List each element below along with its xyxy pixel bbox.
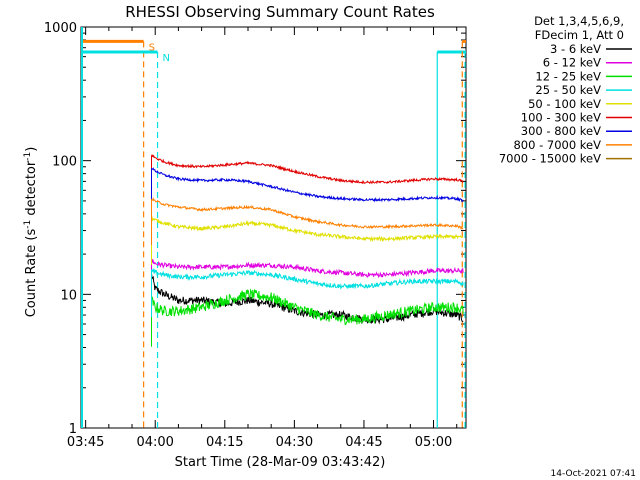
legend-entry-label: 7000 - 15000 keV	[499, 152, 601, 166]
series-line	[151, 167, 464, 215]
plot-border	[80, 26, 467, 429]
legend: Det 1,3,4,5,6,9, FDecim 1, Att 0 3 - 6 k…	[499, 14, 632, 166]
y-tick-label: 10	[60, 288, 77, 303]
y-axis-label-main: Count Rate (s	[24, 229, 39, 318]
y-axis-label-end: )	[24, 147, 39, 152]
x-tick-label: 05:00	[415, 435, 452, 450]
legend-entry-label: 300 - 800 keV	[521, 124, 601, 138]
y-tick-label: 1000	[44, 21, 77, 36]
y-axis-label-sup2: -1	[23, 152, 33, 161]
x-axis-ticks: 03:45 04:00 04:15 04:30 04:45 05:00	[67, 27, 458, 450]
flag-label: N	[163, 53, 170, 64]
legend-header-line-1: Det 1,3,4,5,6,9,	[534, 14, 624, 28]
series-line	[151, 154, 464, 202]
x-axis-label: Start Time (28-Mar-09 03:43:42)	[175, 455, 386, 470]
series-line	[151, 288, 464, 347]
plot-frame	[80, 26, 467, 429]
timestamp: 14-Oct-2021 07:41	[551, 469, 636, 479]
legend-entry-label: 800 - 7000 keV	[513, 138, 601, 152]
legend-entry-label: 50 - 100 keV	[528, 97, 601, 111]
series-line	[151, 258, 464, 307]
legend-entry-label: 6 - 12 keV	[543, 56, 601, 70]
legend-entry-label: 12 - 25 keV	[535, 69, 601, 83]
x-tick-label: 04:15	[206, 435, 243, 450]
x-tick-label: 04:45	[345, 435, 382, 450]
y-axis-label-mid: detector	[24, 160, 39, 220]
flag-markers: SN	[81, 27, 466, 428]
y-tick-label: 100	[52, 155, 77, 170]
chart-title: RHESSI Observing Summary Count Rates	[125, 3, 435, 21]
y-axis-label: Count Rate (s-1 detector-1)	[23, 147, 39, 318]
series-line	[151, 197, 464, 245]
legend-entry-label: 3 - 6 keV	[550, 42, 601, 56]
x-tick-label: 03:45	[67, 435, 104, 450]
legend-entry-label: 100 - 300 keV	[521, 111, 601, 125]
flag-label: S	[149, 42, 155, 53]
x-tick-label: 04:30	[276, 435, 313, 450]
series-lines	[151, 154, 464, 347]
x-tick-label: 04:00	[136, 435, 173, 450]
series-line	[151, 273, 464, 325]
y-axis-ticks: 1 10 100 1000	[44, 21, 466, 437]
legend-header-line-2: FDecim 1, Att 0	[535, 28, 624, 42]
series-line	[151, 267, 464, 318]
y-tick-label: 1	[69, 422, 77, 437]
series-line	[151, 216, 464, 265]
legend-entry-label: 25 - 50 keV	[535, 83, 601, 97]
y-axis-label-sup1: -1	[23, 220, 33, 229]
